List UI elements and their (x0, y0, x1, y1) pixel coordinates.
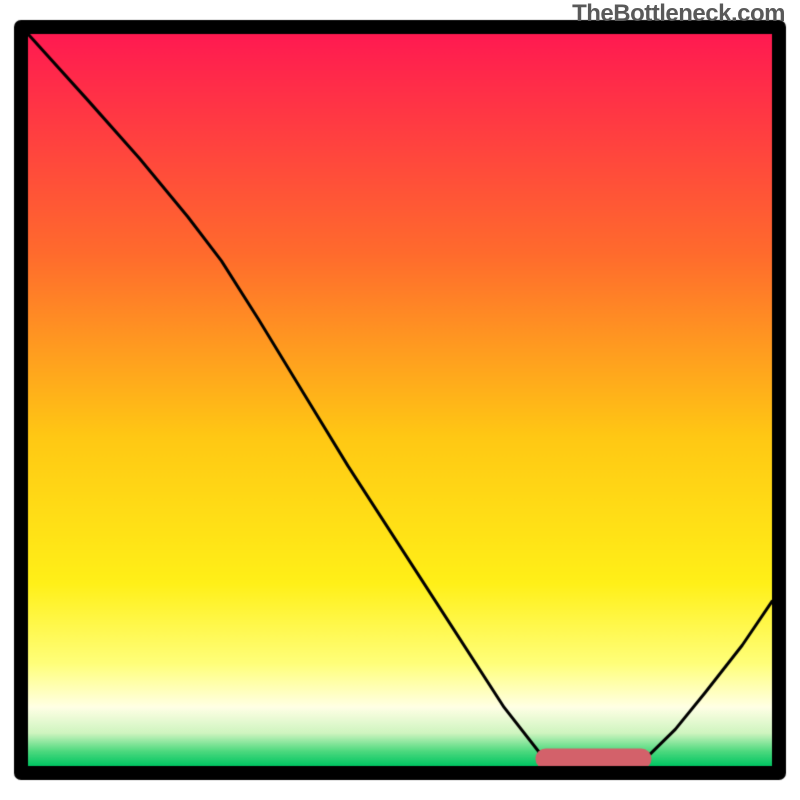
bottleneck-chart (0, 0, 800, 800)
attribution-text: TheBottleneck.com (572, 0, 785, 28)
